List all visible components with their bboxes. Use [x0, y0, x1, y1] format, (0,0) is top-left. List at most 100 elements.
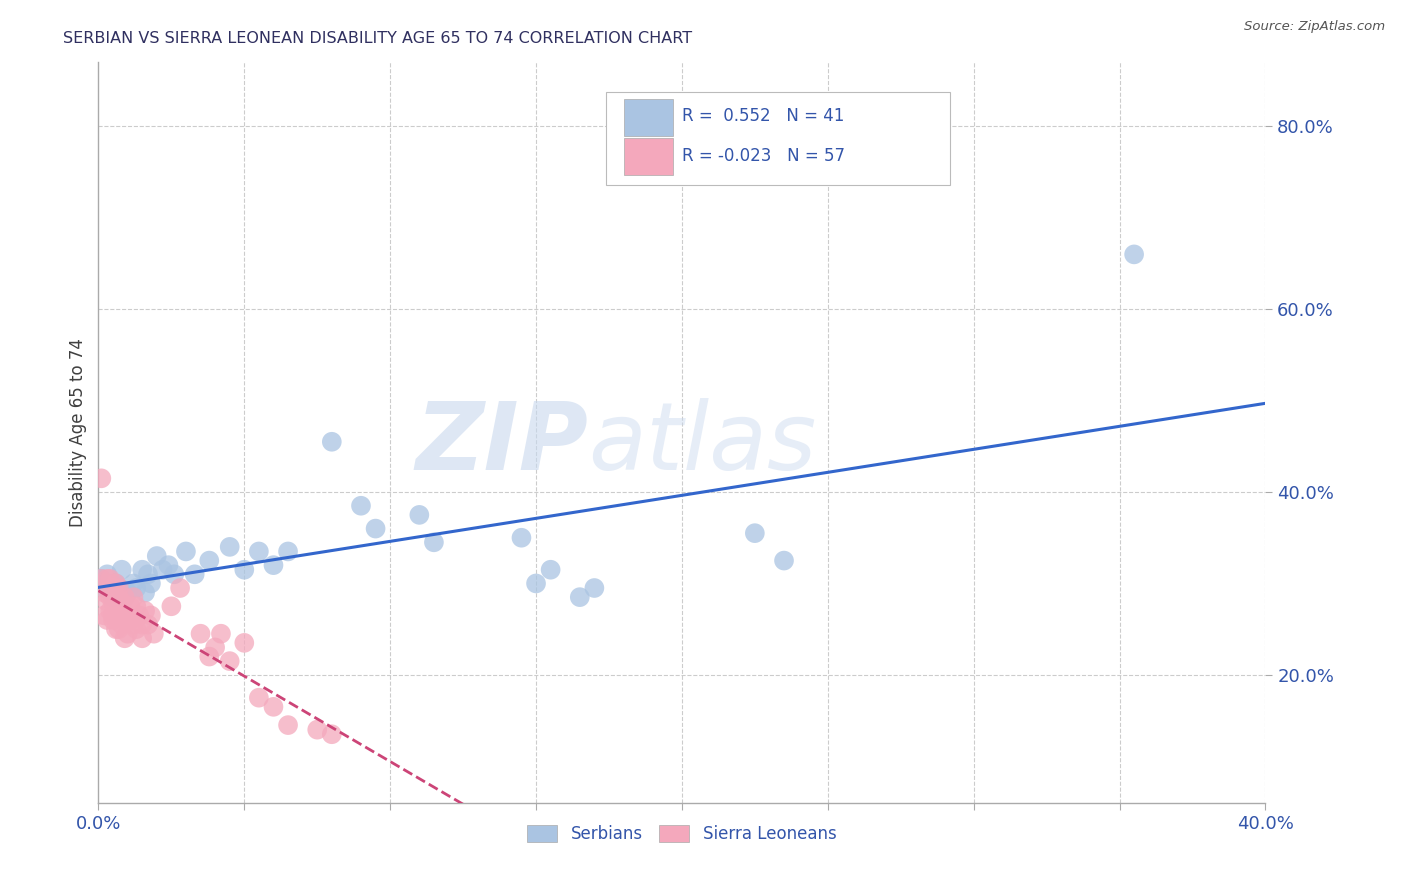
Point — [510, 531, 533, 545]
Point — [96, 595, 118, 609]
Point — [108, 622, 131, 636]
Point — [540, 563, 562, 577]
Point — [125, 622, 148, 636]
Point — [157, 558, 180, 573]
Point — [134, 585, 156, 599]
Point — [90, 471, 112, 485]
Point — [1123, 247, 1146, 261]
FancyBboxPatch shape — [624, 138, 672, 175]
Point — [120, 613, 142, 627]
Point — [114, 590, 136, 604]
Point — [96, 567, 118, 582]
Point — [108, 581, 131, 595]
Point — [125, 599, 148, 614]
Point — [98, 576, 121, 591]
Point — [98, 572, 121, 586]
Point — [131, 617, 153, 632]
Text: ZIP: ZIP — [416, 398, 589, 490]
Point — [117, 626, 139, 640]
Point — [568, 590, 591, 604]
Point — [247, 544, 270, 558]
Point — [152, 563, 174, 577]
Point — [108, 581, 131, 595]
Point — [142, 626, 165, 640]
Point — [233, 636, 256, 650]
Point — [321, 434, 343, 449]
Point — [114, 608, 136, 623]
Point — [131, 563, 153, 577]
Point — [163, 567, 186, 582]
Point — [114, 632, 136, 646]
Point — [104, 576, 127, 591]
Point — [101, 581, 124, 595]
Point — [307, 723, 329, 737]
Point — [209, 626, 232, 640]
Point — [125, 581, 148, 595]
Point — [93, 581, 115, 595]
Point — [408, 508, 430, 522]
Point — [146, 549, 169, 563]
Point — [104, 622, 127, 636]
Point — [136, 567, 159, 582]
Point — [90, 572, 112, 586]
Point — [773, 553, 796, 567]
Point — [96, 613, 118, 627]
Text: R =  0.552   N = 41: R = 0.552 N = 41 — [682, 108, 844, 126]
FancyBboxPatch shape — [624, 99, 672, 136]
Point — [96, 572, 118, 586]
Point — [108, 590, 131, 604]
Point — [101, 613, 124, 627]
Point — [190, 626, 212, 640]
Point — [101, 608, 124, 623]
Point — [169, 581, 191, 595]
Point — [117, 608, 139, 623]
Point — [122, 576, 145, 591]
Point — [350, 499, 373, 513]
Point — [277, 544, 299, 558]
Point — [198, 553, 221, 567]
FancyBboxPatch shape — [606, 92, 950, 185]
Point — [93, 585, 115, 599]
Point — [108, 604, 131, 618]
Point — [136, 617, 159, 632]
Point — [101, 590, 124, 604]
Point — [120, 599, 142, 614]
Point — [583, 581, 606, 595]
Point — [122, 590, 145, 604]
Text: Source: ZipAtlas.com: Source: ZipAtlas.com — [1244, 20, 1385, 33]
Point — [160, 599, 183, 614]
Point — [98, 604, 121, 618]
Point — [198, 649, 221, 664]
Text: SERBIAN VS SIERRA LEONEAN DISABILITY AGE 65 TO 74 CORRELATION CHART: SERBIAN VS SIERRA LEONEAN DISABILITY AGE… — [63, 31, 692, 46]
Point — [218, 654, 240, 668]
Point — [131, 632, 153, 646]
Y-axis label: Disability Age 65 to 74: Disability Age 65 to 74 — [69, 338, 87, 527]
Point — [277, 718, 299, 732]
Point — [93, 608, 115, 623]
Point — [744, 526, 766, 541]
Point — [111, 608, 134, 623]
Text: atlas: atlas — [589, 398, 817, 489]
Point — [111, 595, 134, 609]
Point — [134, 604, 156, 618]
Point — [174, 544, 197, 558]
Point — [98, 590, 121, 604]
Point — [104, 608, 127, 623]
Point — [218, 540, 240, 554]
Point — [90, 572, 112, 586]
Legend: Serbians, Sierra Leoneans: Serbians, Sierra Leoneans — [520, 819, 844, 850]
Point — [423, 535, 446, 549]
Point — [204, 640, 226, 655]
Point — [111, 563, 134, 577]
Point — [524, 576, 547, 591]
Point — [122, 617, 145, 632]
Point — [104, 590, 127, 604]
Point — [117, 585, 139, 599]
Point — [247, 690, 270, 705]
Point — [262, 558, 284, 573]
Point — [111, 617, 134, 632]
Point — [364, 522, 387, 536]
Text: R = -0.023   N = 57: R = -0.023 N = 57 — [682, 147, 845, 165]
Point — [114, 590, 136, 604]
Point — [101, 595, 124, 609]
